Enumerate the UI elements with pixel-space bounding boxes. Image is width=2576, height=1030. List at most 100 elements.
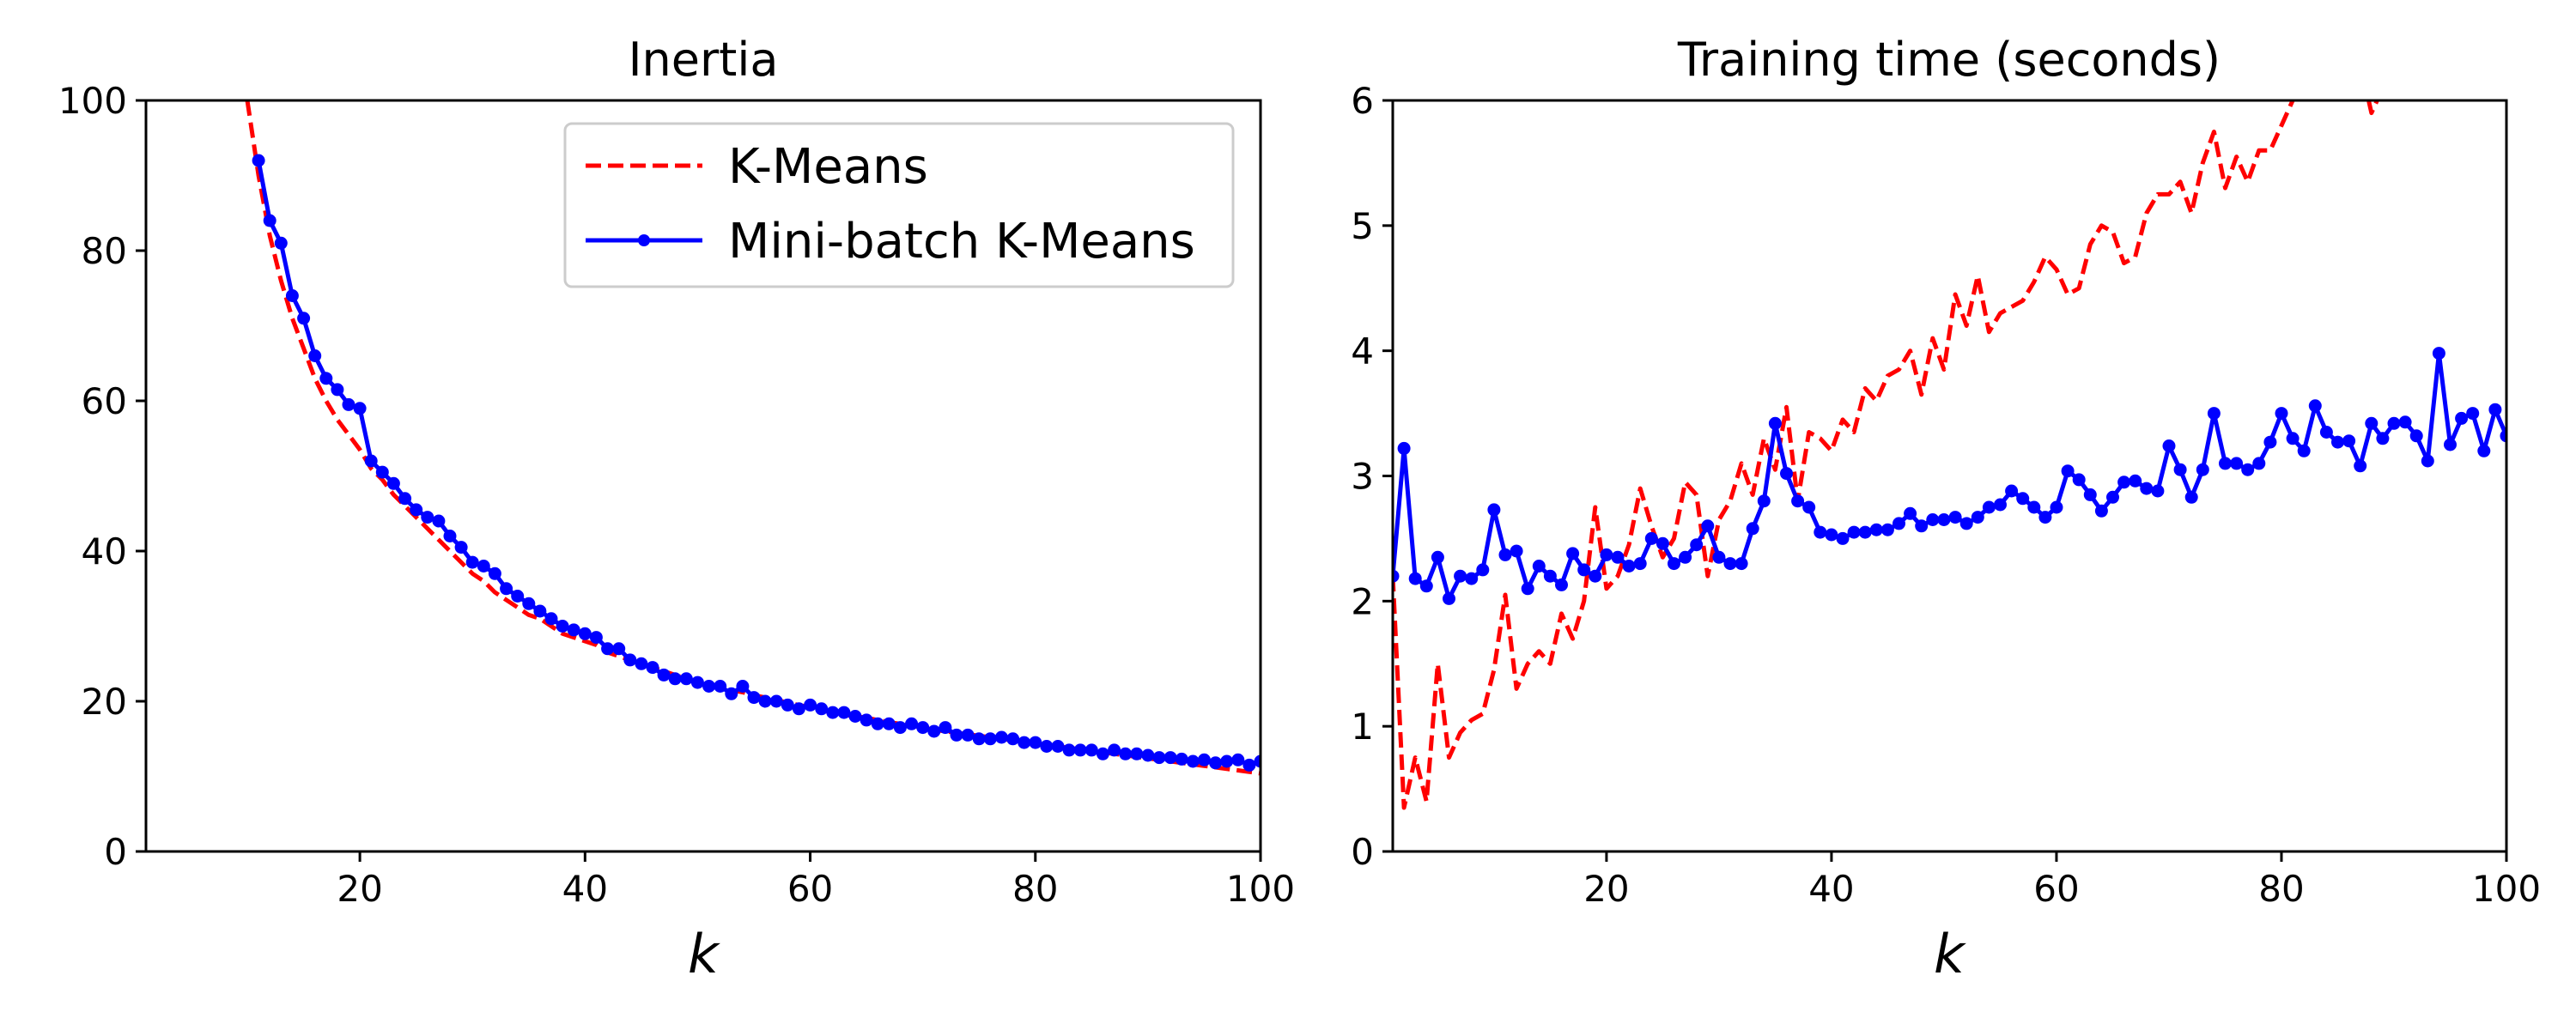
inertia-mini-batch-k-means-point <box>1152 751 1166 765</box>
training-time-mini-batch-k-means-point <box>1543 569 1557 583</box>
inertia-mini-batch-k-means-point <box>747 691 761 705</box>
training-time-y-tick-label: 3 <box>1351 456 1374 498</box>
training-time-mini-batch-k-means-point <box>2398 415 2412 429</box>
training-time-mini-batch-k-means-point <box>2005 484 2019 498</box>
inertia-panel: Inertia 20 40 60 80 100 0 20 40 60 80 100 k K-Mean… <box>58 33 1295 985</box>
training-time-mini-batch-k-means-point <box>1869 523 1883 536</box>
training-time-mini-batch-k-means-point <box>2477 444 2491 457</box>
training-time-series-layer <box>1393 100 2506 810</box>
inertia-x-tick-label: 20 <box>337 868 382 910</box>
training-time-mini-batch-k-means-point <box>2297 444 2311 457</box>
inertia-mini-batch-k-means-point <box>927 724 941 738</box>
inertia-mini-batch-k-means-point <box>758 694 772 708</box>
inertia-mini-batch-k-means-point <box>905 717 919 730</box>
inertia-mini-batch-k-means-point <box>916 721 930 735</box>
training-time-mini-batch-k-means-point <box>1622 560 1636 573</box>
training-time-mini-batch-k-means-point <box>1633 557 1647 571</box>
inertia-mini-batch-k-means-point <box>252 154 265 167</box>
training-time-mini-batch-k-means-point <box>2230 457 2244 470</box>
inertia-mini-batch-k-means-point <box>781 698 794 712</box>
training-time-mini-batch-k-means-point <box>1454 569 1467 583</box>
inertia-x-tick-label: 100 <box>1226 868 1295 910</box>
training-time-mini-batch-k-means-point <box>1577 563 1591 577</box>
inertia-mini-batch-k-means-point <box>1231 753 1245 766</box>
training-time-mini-batch-k-means-point <box>1393 569 1400 583</box>
inertia-mini-batch-k-means-point <box>1051 740 1065 753</box>
training-time-mini-batch-k-means-point <box>2038 511 2052 524</box>
legend: K-Means Mini-batch K-Means <box>563 122 1235 288</box>
inertia-mini-batch-k-means-point <box>1186 754 1200 768</box>
inertia-mini-batch-k-means-point <box>488 566 501 580</box>
inertia-mini-batch-k-means-point <box>1197 753 1211 766</box>
training-time-panel: Training time (seconds) 20 40 60 80 100 0 1 2 3 4… <box>1351 33 2541 985</box>
training-time-y-tick-label: 4 <box>1351 330 1374 373</box>
inertia-mini-batch-k-means-point <box>1029 736 1042 749</box>
training-time-mini-batch-k-means-point <box>1555 578 1568 591</box>
training-time-mini-batch-k-means-point <box>1836 531 1850 545</box>
training-time-mini-batch-k-means-point <box>1915 519 1929 533</box>
inertia-mini-batch-k-means-point <box>263 214 276 227</box>
inertia-mini-batch-k-means-point <box>454 541 468 554</box>
inertia-mini-batch-k-means-point <box>994 730 1008 744</box>
training-time-mini-batch-k-means-point <box>1880 523 1894 536</box>
inertia-mini-batch-k-means-point <box>860 713 873 727</box>
inertia-mini-batch-k-means-point <box>804 698 817 712</box>
inertia-mini-batch-k-means-point <box>1141 748 1155 762</box>
training-time-x-tick-label: 40 <box>1808 868 1854 910</box>
training-time-y-tick-label: 2 <box>1351 580 1374 622</box>
legend-box <box>563 122 1235 288</box>
training-time-mini-batch-k-means-point <box>1419 579 1433 593</box>
legend-kmeans-label: K-Means <box>728 139 928 195</box>
inertia-mini-batch-k-means-point <box>1163 751 1177 765</box>
training-time-mini-batch-k-means-point <box>2432 347 2445 360</box>
inertia-axes-frame <box>144 99 1262 853</box>
training-time-mini-batch-k-means-point <box>2083 488 2097 501</box>
training-time-mini-batch-k-means-point <box>1431 550 1444 564</box>
inertia-mini-batch-k-means-point <box>623 653 637 667</box>
inertia-mini-batch-k-means-point <box>285 289 299 302</box>
inertia-y-tick-label: 40 <box>82 530 127 573</box>
inertia-mini-batch-k-means-point <box>1254 754 1261 768</box>
training-time-mini-batch-k-means-point <box>2196 463 2209 476</box>
inertia-mini-batch-k-means-point <box>848 710 862 723</box>
training-time-mini-batch-k-means-point <box>2106 490 2119 504</box>
training-time-mini-batch-k-means-point <box>1532 560 1546 573</box>
training-time-mini-batch-k-means-point <box>1847 525 1861 539</box>
training-time-mini-batch-k-means-point <box>2263 435 2277 449</box>
training-time-mini-batch-k-means-point <box>2117 476 2131 489</box>
training-time-x-axis-label: k <box>1934 923 1966 985</box>
training-time-mini-batch-k-means-point <box>2331 435 2344 449</box>
inertia-x-tick-label: 40 <box>562 868 608 910</box>
training-time-mini-batch-k-means-point <box>1937 513 1951 526</box>
training-time-mini-batch-k-means-point <box>2162 439 2176 452</box>
inertia-mini-batch-k-means-point <box>421 511 434 524</box>
inertia-mini-batch-k-means-point <box>972 732 986 746</box>
training-time-mini-batch-k-means-point <box>2421 454 2434 468</box>
inertia-mini-batch-k-means-point <box>1130 747 1144 760</box>
inertia-mini-batch-k-means-point <box>1018 736 1031 749</box>
inertia-ticks: 20 40 60 80 100 0 20 40 60 80 100 <box>58 80 1295 910</box>
training-time-mini-batch-k-means-point <box>1904 506 1917 520</box>
inertia-mini-batch-k-means-point <box>410 503 423 517</box>
training-time-mini-batch-k-means-point <box>1611 550 1625 564</box>
training-time-mini-batch-k-means-point <box>2354 459 2367 473</box>
inertia-mini-batch-k-means-point <box>589 631 603 645</box>
training-time-mini-batch-k-means-point <box>1465 572 1479 585</box>
inertia-mini-batch-k-means-point <box>612 642 626 656</box>
training-time-y-tick-label: 1 <box>1351 706 1374 748</box>
training-time-mini-batch-k-means-point <box>2275 407 2288 421</box>
training-time-mini-batch-k-means-point <box>2061 464 2075 478</box>
inertia-mini-batch-k-means-point <box>871 717 884 730</box>
training-time-mini-batch-k-means-point <box>1476 563 1490 577</box>
inertia-mini-batch-k-means-point <box>679 672 693 686</box>
inertia-mini-batch-k-means-point <box>398 492 412 506</box>
inertia-mini-batch-k-means-point <box>690 676 704 689</box>
training-time-x-tick-label: 100 <box>2472 868 2541 910</box>
inertia-mini-batch-k-means-point <box>544 612 558 626</box>
inertia-mini-batch-k-means-point <box>657 668 671 682</box>
inertia-mini-batch-k-means-point <box>308 349 322 362</box>
training-time-mini-batch-k-means-point <box>1735 557 1748 571</box>
training-time-mini-batch-k-means-point <box>2140 482 2154 495</box>
inertia-mini-batch-k-means-point <box>939 721 952 735</box>
inertia-mini-batch-k-means-point <box>465 555 479 569</box>
